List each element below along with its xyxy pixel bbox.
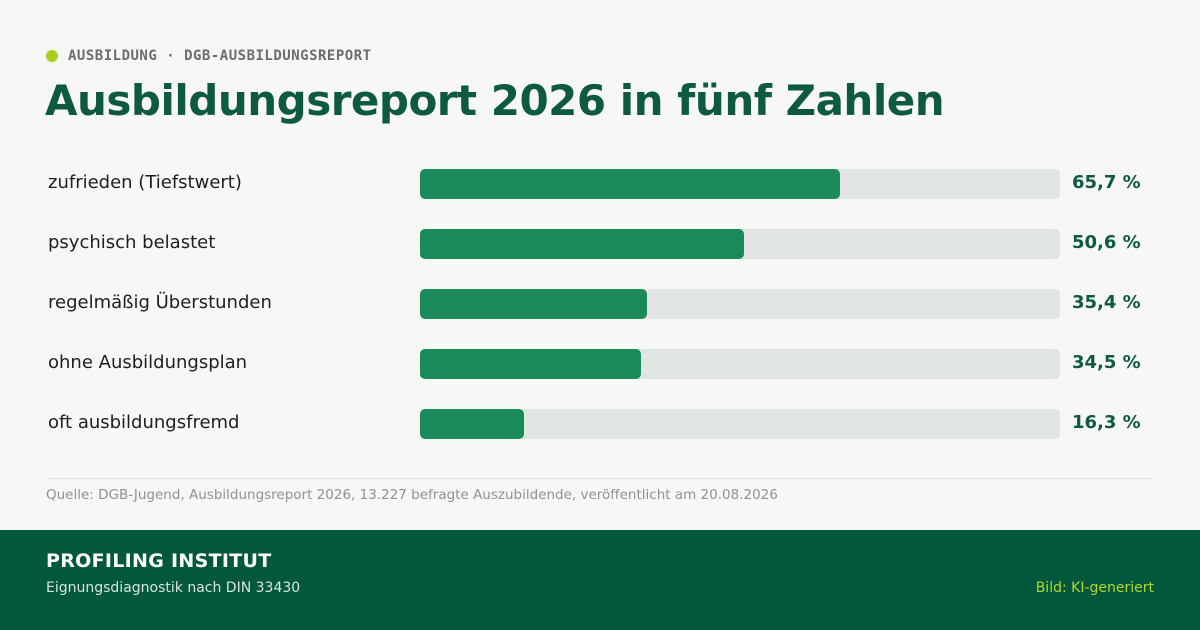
eyebrow-dot-icon bbox=[46, 50, 58, 62]
source-note: Quelle: DGB-Jugend, Ausbildungsreport 20… bbox=[46, 487, 778, 503]
bar bbox=[420, 169, 840, 199]
bar-label: zufrieden (Tiefstwert) bbox=[48, 172, 242, 193]
bar-track bbox=[420, 409, 1060, 439]
bar bbox=[420, 349, 641, 379]
bar-value-label: 65,7 % bbox=[1072, 172, 1141, 193]
bar-label: psychisch belastet bbox=[48, 232, 216, 253]
bar-label: regelmäßig Überstunden bbox=[48, 292, 272, 313]
bar-value-label: 35,4 % bbox=[1072, 292, 1141, 313]
bar-label: ohne Ausbildungsplan bbox=[48, 352, 248, 373]
bar bbox=[420, 229, 744, 259]
bar-value-label: 34,5 % bbox=[1072, 352, 1141, 373]
image-credit: Bild: KI-generiert bbox=[1035, 580, 1154, 596]
bar-value-label: 16,3 % bbox=[1072, 412, 1141, 433]
bar-track bbox=[420, 229, 1060, 259]
footer: PROFILING INSTITUT Eignungsdiagnostik na… bbox=[0, 530, 1200, 630]
bar-track bbox=[420, 289, 1060, 319]
bar-track bbox=[420, 349, 1060, 379]
bar-label: oft ausbildungsfremd bbox=[48, 412, 240, 433]
brand-tagline: Eignungsdiagnostik nach DIN 33430 bbox=[46, 580, 301, 596]
divider bbox=[46, 478, 1154, 479]
bar bbox=[420, 409, 524, 439]
bar bbox=[420, 289, 647, 319]
eyebrow-text: AUSBILDUNG · DGB-AUSBILDUNGSREPORT bbox=[68, 48, 372, 64]
eyebrow: AUSBILDUNG · DGB-AUSBILDUNGSREPORT bbox=[46, 48, 372, 64]
chart-title: Ausbildungsreport 2026 in fünf Zahlen bbox=[45, 76, 945, 125]
bar-value-label: 50,6 % bbox=[1072, 232, 1141, 253]
bar-track bbox=[420, 169, 1060, 199]
brand-name: PROFILING INSTITUT bbox=[46, 550, 272, 572]
bar-chart: zufrieden (Tiefstwert) 65,7 % psychisch be… bbox=[48, 169, 1141, 439]
